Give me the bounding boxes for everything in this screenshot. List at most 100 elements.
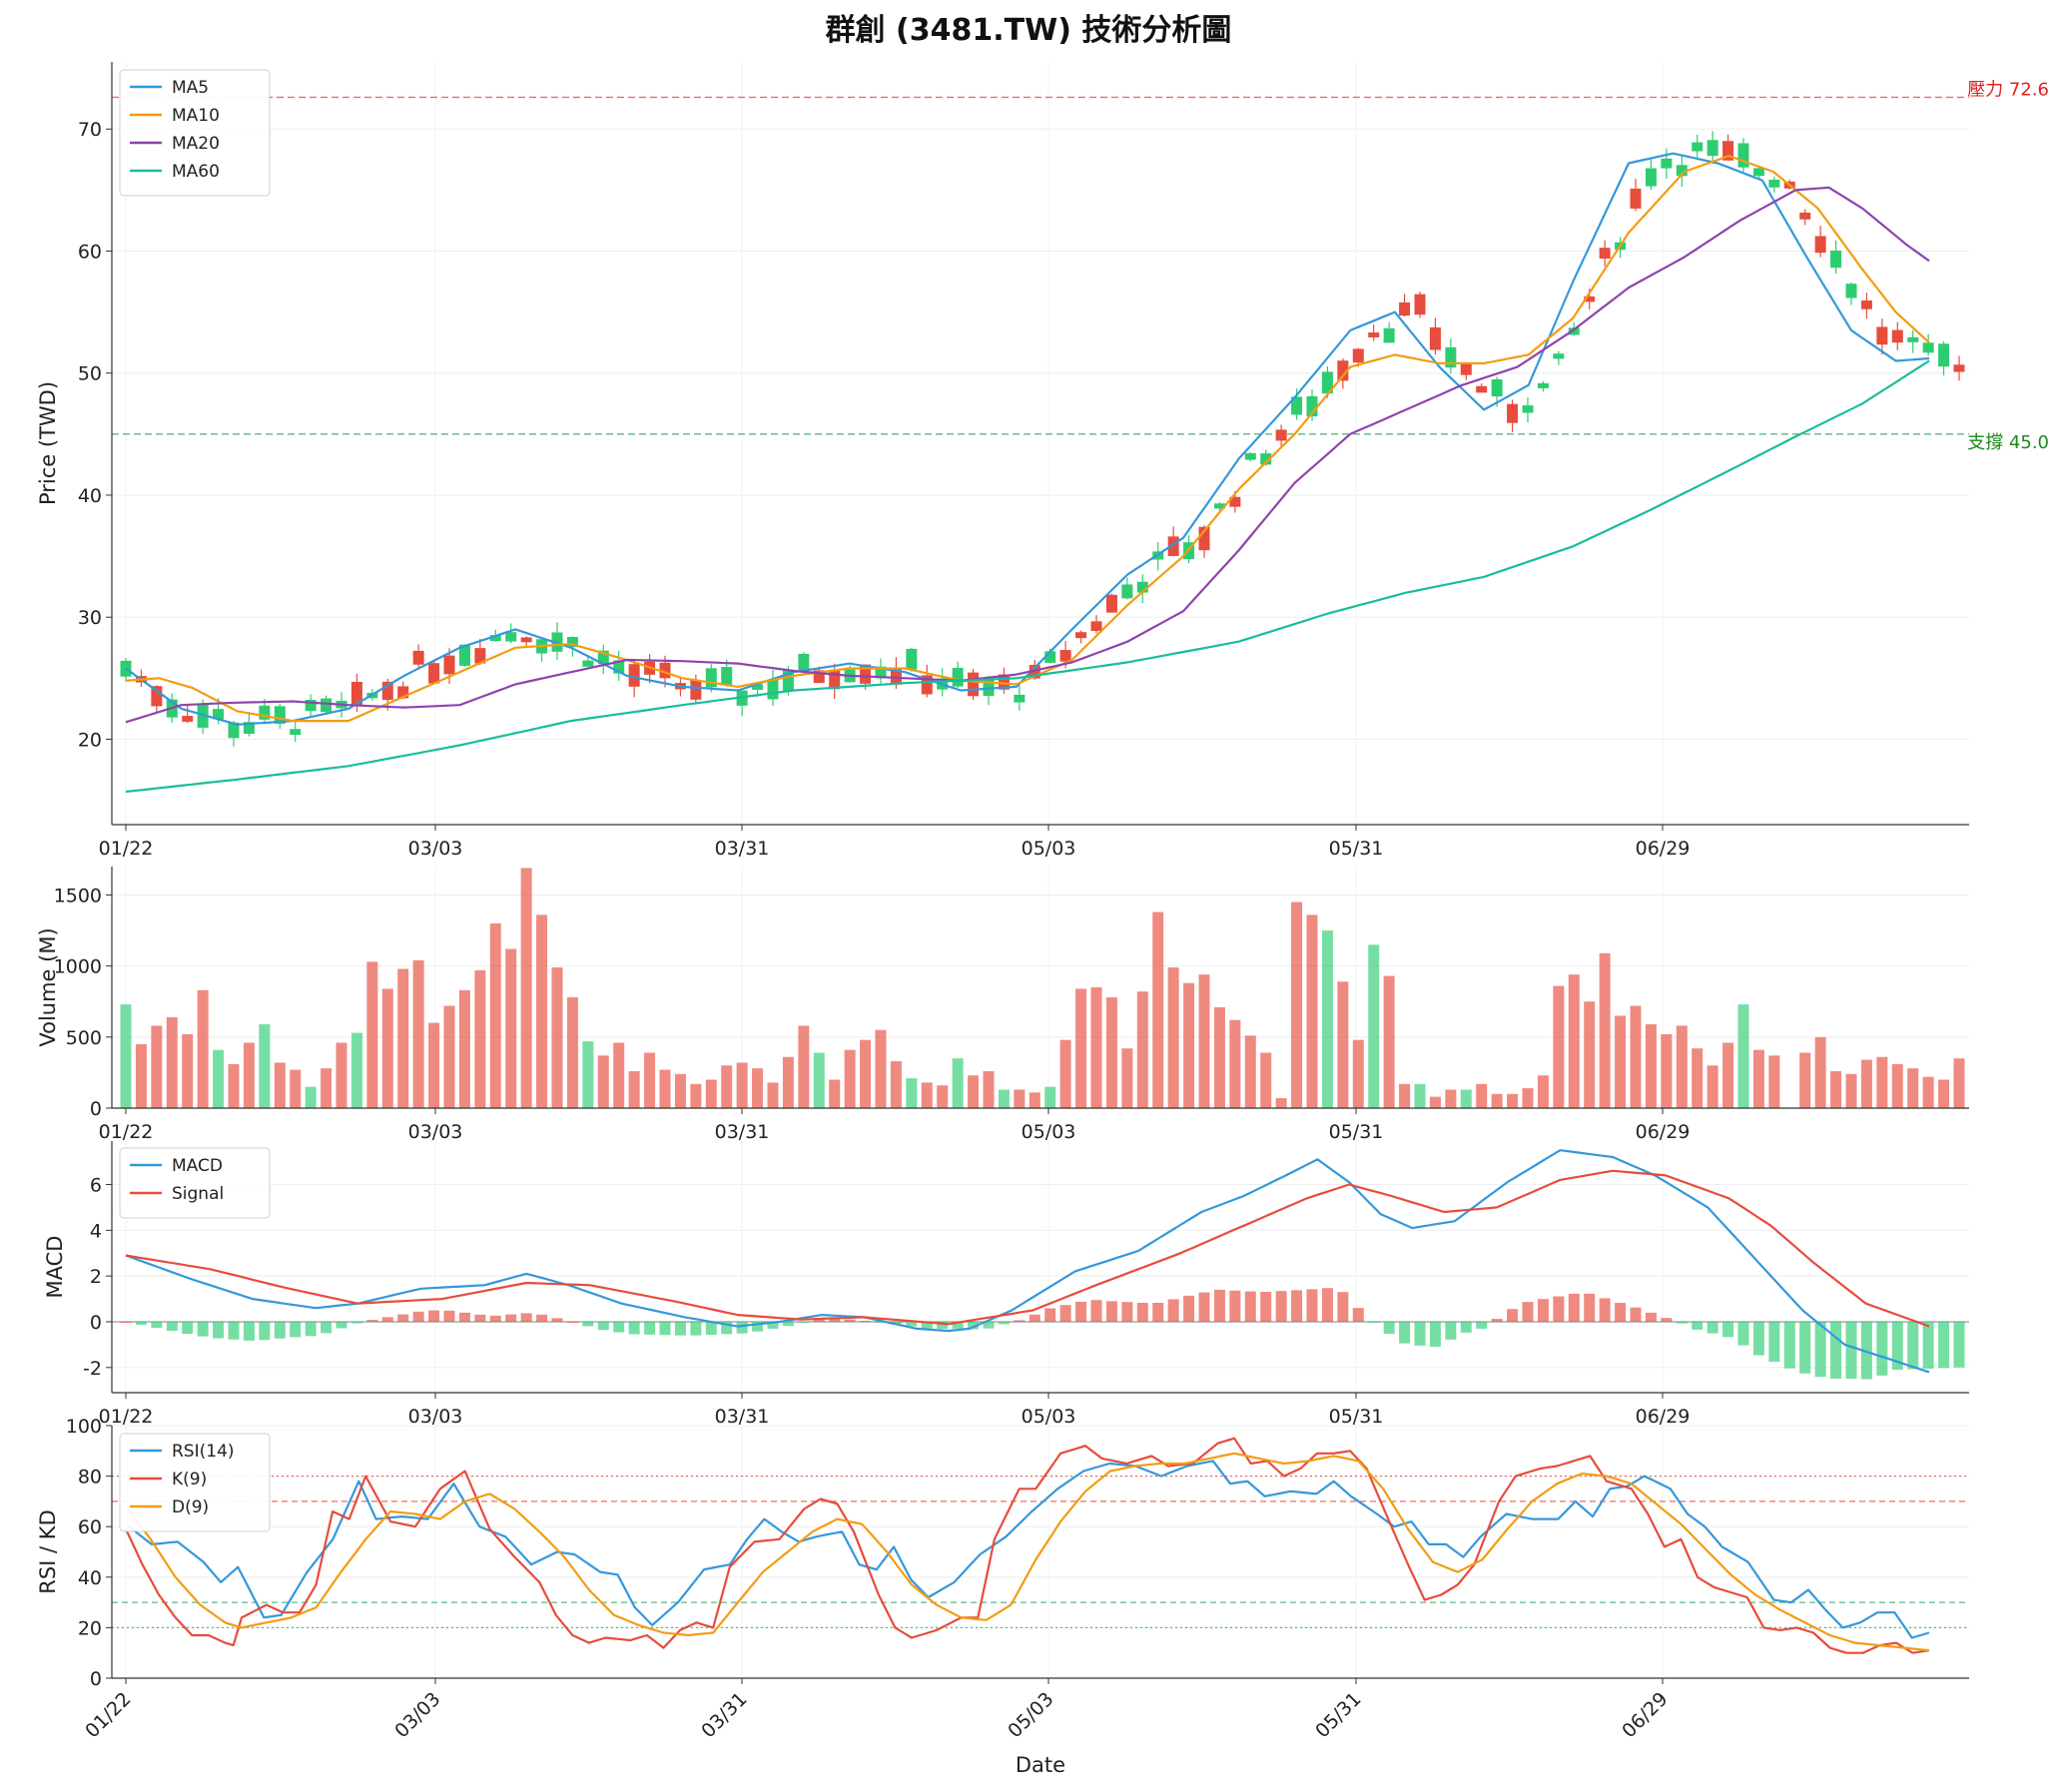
price-legend-box <box>119 69 271 197</box>
macd-histogram-bar <box>197 1321 209 1337</box>
macd-histogram-bar <box>428 1310 440 1322</box>
rsi-ytick-label: 60 <box>78 1516 102 1538</box>
candle-body <box>829 669 841 690</box>
candle-body <box>921 675 933 695</box>
candle-body <box>628 664 640 687</box>
volume-bar <box>1537 1075 1549 1108</box>
candle-body <box>1676 165 1688 177</box>
macd-histogram-bar <box>1059 1305 1071 1322</box>
price-ytick-label: 70 <box>78 119 102 141</box>
candle-body <box>1922 342 1934 353</box>
candle-body <box>428 663 440 684</box>
macd-histogram-bar <box>1645 1312 1657 1322</box>
candle-body <box>1953 364 1965 372</box>
volume-bar <box>705 1079 717 1108</box>
macd-histogram-bar <box>1014 1320 1026 1322</box>
volume-bar <box>397 968 409 1108</box>
macd-ytick-label: 6 <box>90 1175 102 1197</box>
support-label: 支撐 45.0 <box>1967 432 2049 453</box>
macd-histogram-bar <box>1599 1298 1611 1322</box>
volume-bar <box>489 922 501 1108</box>
rsi-ytick-label: 80 <box>78 1467 102 1489</box>
volume-bar <box>1661 1033 1673 1108</box>
macd-histogram-bar <box>1907 1321 1919 1370</box>
volume-bar <box>906 1078 918 1108</box>
volume-bar <box>274 1062 286 1108</box>
price-ytick-label: 40 <box>78 485 102 507</box>
macd-histogram-bar <box>1661 1318 1673 1322</box>
candle-body <box>1445 346 1457 368</box>
chart-title: 群創 (3481.TW) 技術分析圖 <box>826 13 1232 48</box>
candle-body <box>1121 584 1133 599</box>
macd-histogram-bar <box>1321 1288 1333 1322</box>
macd-histogram-bar <box>1213 1289 1225 1322</box>
volume-bar <box>860 1039 872 1108</box>
price-legend-label: MA5 <box>172 78 209 98</box>
x-tick-label: 01/22 <box>99 1121 154 1143</box>
x-tick-label: 05/03 <box>1022 1121 1076 1143</box>
volume-bar <box>1260 1052 1272 1108</box>
macd-histogram-bar <box>597 1321 609 1331</box>
volume-bar <box>1630 1005 1642 1108</box>
volume-bar <box>1845 1073 1857 1108</box>
volume-bar <box>1522 1088 1534 1108</box>
volume-bar <box>921 1082 933 1108</box>
macd-histogram-bar <box>875 1321 887 1323</box>
macd-histogram-bar <box>505 1314 517 1322</box>
candle-body <box>505 632 517 642</box>
macd-histogram-bar <box>1445 1321 1457 1340</box>
volume-bar <box>290 1069 302 1108</box>
volume-bar <box>1907 1068 1919 1108</box>
macd-ytick-label: 0 <box>90 1312 102 1334</box>
volume-bar <box>1460 1089 1472 1108</box>
volume-bar <box>813 1052 825 1108</box>
volume-bar <box>120 1004 132 1108</box>
macd-histogram-bar <box>336 1321 347 1329</box>
candle-body <box>1814 236 1826 254</box>
candle-body <box>659 662 671 679</box>
candle-body <box>690 680 702 700</box>
volume-bar <box>412 959 424 1108</box>
candle-body <box>1075 632 1087 639</box>
volume-bar <box>659 1069 671 1108</box>
macd-histogram-bar <box>767 1321 779 1329</box>
candle-body <box>1105 594 1117 613</box>
volume-bar <box>844 1049 856 1108</box>
candle-body <box>1229 496 1241 507</box>
candle-body <box>582 660 594 667</box>
volume-bar <box>1105 996 1117 1108</box>
rsi-line <box>125 1460 1930 1639</box>
macd-histogram-bar <box>1537 1299 1549 1322</box>
volume-bar <box>1737 1004 1749 1108</box>
x-tick-label: 01/22 <box>99 838 154 860</box>
macd-histogram-bar <box>1676 1321 1688 1324</box>
rsi-ytick-label: 0 <box>90 1668 102 1690</box>
candle-body <box>1661 158 1673 169</box>
macd-histogram-bar <box>290 1321 302 1338</box>
candle-body <box>1476 385 1488 393</box>
candle-body <box>1383 327 1395 343</box>
x-axis-label: Date <box>1016 1753 1065 1777</box>
macd-histogram-bar <box>1692 1321 1704 1330</box>
price-ytick-label: 20 <box>78 729 102 751</box>
candle-body <box>381 681 393 701</box>
rsi-ylabel: RSI / KD <box>36 1509 60 1593</box>
macd-ylabel: MACD <box>43 1236 67 1299</box>
volume-bar <box>613 1042 625 1108</box>
x-tick-label: 06/29 <box>1618 1688 1672 1742</box>
ma60-line <box>125 359 1930 794</box>
candle-body <box>1522 405 1534 413</box>
candle-body <box>1722 141 1734 161</box>
volume-ytick-label: 1500 <box>54 885 102 906</box>
macd-histogram-bar <box>1075 1301 1087 1322</box>
candle-body <box>798 653 810 670</box>
candle-body <box>705 668 717 688</box>
candle-body <box>968 672 980 697</box>
volume-bar <box>1584 1001 1596 1108</box>
volume-bar <box>213 1049 225 1108</box>
candle-body <box>1090 621 1102 631</box>
volume-bar <box>1383 975 1395 1108</box>
volume-bar <box>644 1052 656 1108</box>
macd-histogram-bar <box>1630 1307 1642 1322</box>
volume-bar <box>1553 985 1565 1108</box>
